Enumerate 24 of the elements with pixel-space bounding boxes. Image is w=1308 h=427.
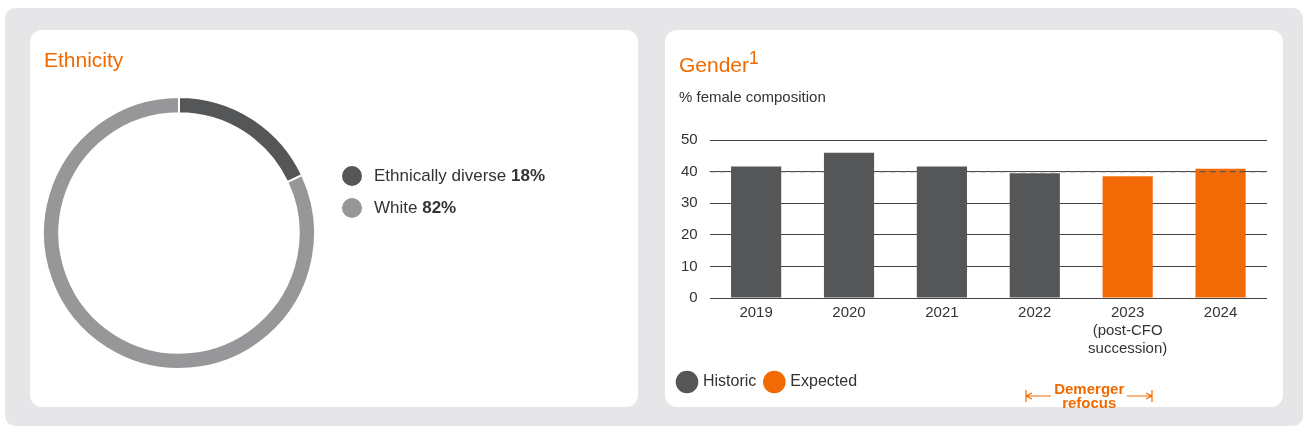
y-tick-label: 50	[681, 130, 698, 148]
legend-label: Expected	[790, 372, 858, 390]
x-tick-label: 2023 (post-CFO succession)	[1088, 303, 1168, 357]
y-tick-label: 20	[681, 224, 698, 242]
y-axis-title: % female composition	[679, 88, 826, 105]
x-tick-label: 2019	[739, 303, 773, 321]
y-tick-label: 10	[681, 256, 698, 274]
x-tick-label: 2020	[832, 303, 866, 321]
data-label: 18%	[511, 166, 546, 185]
y-tick-label: 30	[681, 193, 698, 211]
legend-label: White	[374, 198, 418, 217]
chart-title: Ethnicity	[44, 48, 124, 72]
text: Demerger refocus	[1053, 380, 1126, 411]
chart-title: Gender$^{1}$	[679, 48, 759, 77]
y-tick-label: 0	[689, 288, 698, 306]
bar	[1195, 168, 1246, 298]
x-tick-label: 2024	[1203, 303, 1238, 321]
x-tick-label: 2022	[1018, 303, 1052, 321]
legend-label: Ethnically diverse	[374, 166, 507, 185]
bar	[1102, 176, 1153, 298]
legend-label: Historic	[703, 372, 757, 390]
x-tick-label: 2021	[925, 303, 959, 321]
y-tick-label: 40	[681, 161, 698, 179]
data-label: 82%	[422, 198, 457, 217]
